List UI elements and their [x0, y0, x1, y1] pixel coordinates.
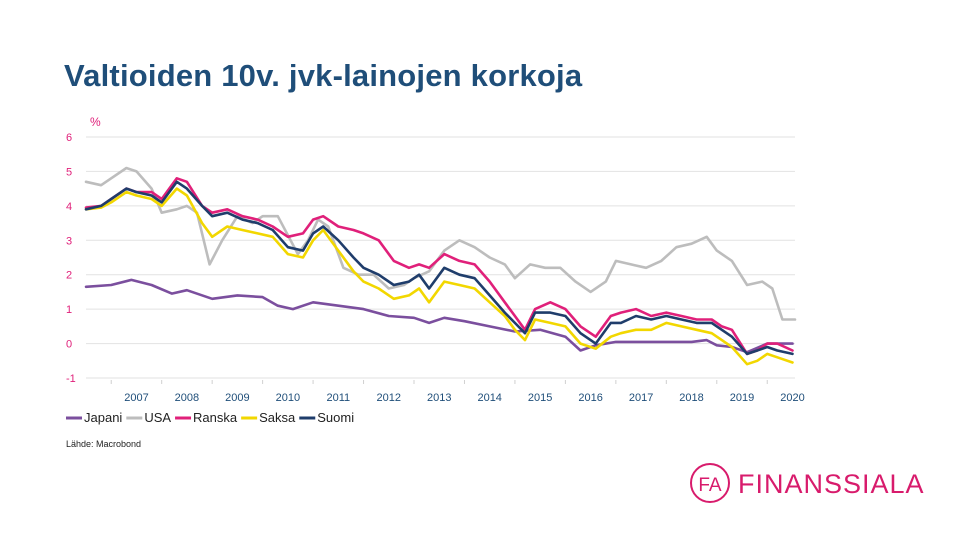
series-line-saksa	[84, 187, 794, 366]
y-tick-label: 3	[66, 235, 72, 247]
x-tick-label: 2019	[730, 392, 754, 404]
logo-wordmark: FINANSSIALA	[738, 469, 925, 499]
x-tick-label: 2008	[175, 392, 199, 404]
fa-logo-icon: FA	[690, 463, 730, 503]
chart-svg: 6 5 4 3 2 1 0 -1 2007 2008 2009 2010 2011 2012 2013 201…	[66, 132, 805, 425]
series-line-suomi	[84, 180, 794, 356]
legend-label: Saksa	[259, 410, 296, 425]
x-tick-label: 2020	[780, 392, 804, 404]
logo-mark-text: FA	[698, 475, 722, 496]
y-tick-label: 6	[66, 132, 72, 144]
x-tick-label: 2007	[124, 392, 148, 404]
x-tick-label: 2013	[427, 392, 451, 404]
x-tick-label: 2016	[578, 392, 602, 404]
x-tick-label: 2009	[225, 392, 249, 404]
series-line-japani	[84, 278, 794, 354]
y-tick-label: 1	[66, 304, 72, 316]
x-tick-label: 2010	[276, 392, 300, 404]
series-line-usa	[84, 166, 797, 321]
legend-label: Suomi	[317, 410, 354, 425]
x-tick-label: 2017	[629, 392, 653, 404]
x-tick-label: 2011	[326, 392, 350, 404]
y-tick-label: 2	[66, 270, 72, 282]
x-tick-label: 2015	[528, 392, 552, 404]
y-tick-label: 5	[66, 166, 72, 178]
legend-label: Japani	[84, 410, 122, 425]
legend-label: USA	[144, 410, 171, 425]
x-tick-label: 2012	[377, 392, 401, 404]
y-tick-label: 0	[66, 339, 72, 351]
y-tick-label: -1	[66, 373, 76, 385]
y-tick-label: 4	[66, 201, 72, 213]
x-tick-label: 2014	[477, 392, 501, 404]
x-tick-label: 2018	[679, 392, 703, 404]
legend-label: Ranska	[193, 410, 238, 425]
source-note: Lähde: Macrobond	[66, 439, 142, 449]
slide-title: Valtioiden 10v. jvk-lainojen korkoja	[64, 58, 583, 93]
finanssiala-logo: FA FINANSSIALA	[688, 461, 924, 507]
y-axis-unit: %	[90, 115, 101, 129]
